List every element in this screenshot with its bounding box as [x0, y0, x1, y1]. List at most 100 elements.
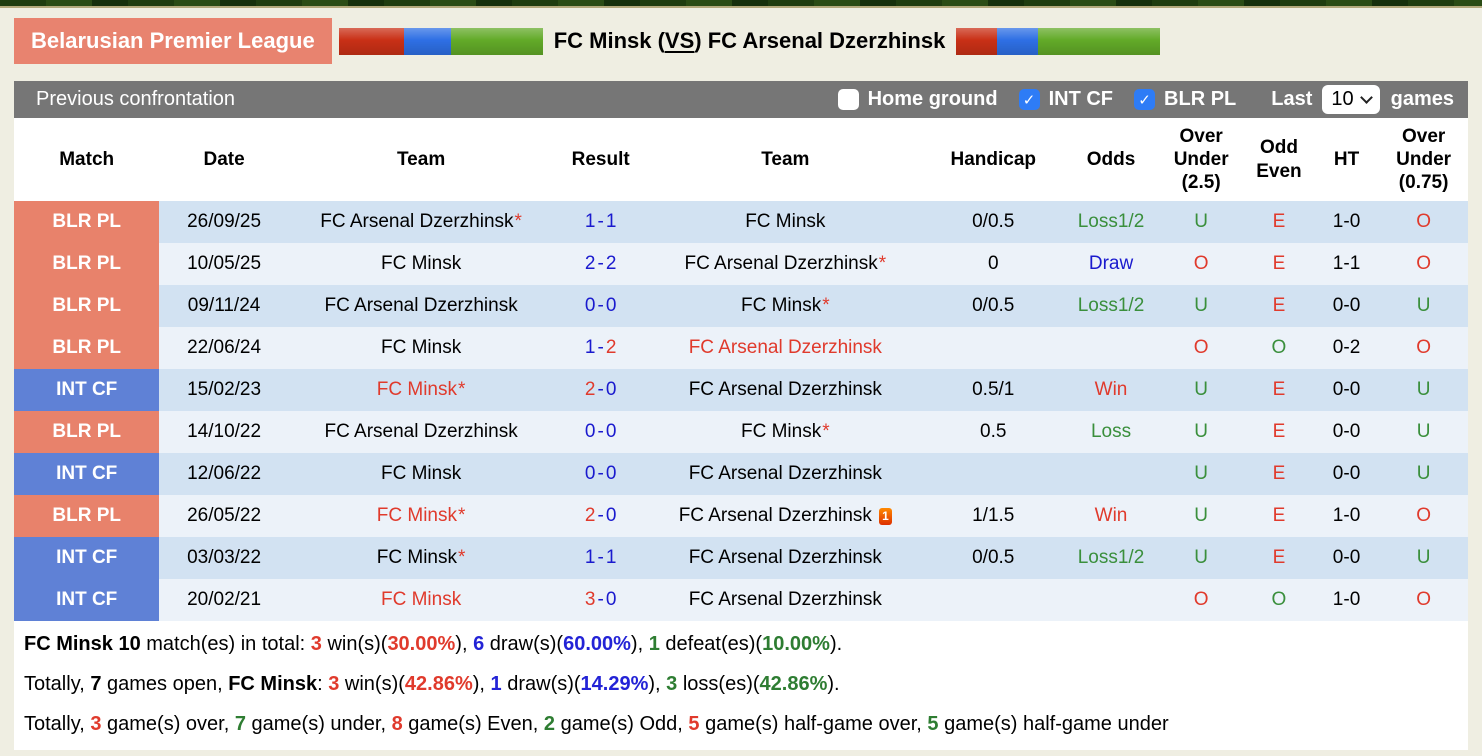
section-title: Previous confrontation — [36, 88, 236, 110]
score-home: 0 — [584, 295, 596, 316]
over-under-25-cell: O — [1158, 579, 1245, 621]
table-row: INT CF 03/03/22 FC Minsk* 1-1 FC Arsenal Dze… — [14, 537, 1468, 579]
summary-segment: games open, — [101, 673, 229, 695]
home-team-cell: FC Minsk — [288, 243, 554, 285]
score-home: 0 — [584, 463, 596, 484]
filter-checkbox-label: BLR PL — [1164, 88, 1237, 110]
summary-segment: 3 — [90, 713, 102, 735]
result-cell: 0-0 — [553, 285, 648, 327]
score-separator: - — [597, 337, 604, 358]
filter-checkbox-int-cf[interactable]: ✓ INT CF — [1018, 88, 1113, 111]
form-bar-segment — [450, 27, 543, 55]
summary-segment: 30.00% — [387, 633, 456, 655]
league-cell: INT CF — [14, 579, 160, 621]
form-bar-segment — [338, 27, 404, 55]
home-advantage-star: * — [878, 253, 887, 274]
score-home: 2 — [584, 379, 596, 400]
handicap-cell — [922, 579, 1064, 621]
over-under-25-cell: U — [1158, 453, 1245, 495]
score-away: 0 — [605, 505, 617, 526]
summary-segment: defeat(es)( — [659, 633, 763, 655]
filter-checkbox-home-ground[interactable]: Home ground — [837, 88, 998, 111]
checkbox-checked-icon[interactable]: ✓ — [1134, 89, 1156, 110]
summary-segment: match(es) in total: — [140, 633, 311, 655]
summary-segment: ), — [648, 673, 667, 695]
odd-even-cell: E — [1244, 285, 1314, 327]
handicap-cell — [922, 327, 1064, 369]
summary-segment: FC Minsk 10 — [24, 633, 141, 655]
date-cell: 03/03/22 — [159, 537, 289, 579]
over-under-25-cell: U — [1158, 411, 1245, 453]
ht-cell: 0-0 — [1313, 537, 1380, 579]
handicap-cell — [922, 453, 1064, 495]
league-cell: BLR PL — [14, 285, 160, 327]
away-team-cell: FC Arsenal Dzerzhinsk — [647, 327, 923, 369]
over-under-075-cell: U — [1379, 453, 1468, 495]
date-cell: 26/05/22 — [159, 495, 289, 537]
home-team-cell: FC Minsk — [288, 327, 554, 369]
odd-even-cell: E — [1244, 411, 1314, 453]
odd-even-cell: E — [1244, 495, 1314, 537]
team-name: FC Arsenal Dzerzhinsk — [688, 463, 882, 484]
score-away: 0 — [605, 589, 617, 610]
summary-segment: 42.86% — [759, 673, 828, 695]
table-header-row: Match Date Team Result Team Handicap Odds Over … — [14, 118, 1468, 201]
column-header-ht: HT — [1333, 148, 1360, 170]
away-team-cell: FC Minsk* — [647, 285, 923, 327]
score-separator: - — [597, 421, 604, 442]
over-under-25-cell: O — [1158, 327, 1245, 369]
form-bar-2 — [956, 27, 1161, 55]
handicap-cell: 0/0.5 — [922, 201, 1064, 243]
result-cell: 2-0 — [553, 495, 648, 537]
home-team-cell: FC Minsk* — [288, 495, 554, 537]
home-team-cell: FC Minsk* — [288, 369, 554, 411]
checkbox-unchecked-icon[interactable] — [837, 89, 859, 110]
odds-cell: Loss1/2 — [1063, 201, 1159, 243]
over-under-075-cell: U — [1379, 369, 1468, 411]
last-games-select[interactable]: 10 — [1322, 85, 1380, 114]
score-separator: - — [597, 589, 604, 610]
league-cell: BLR PL — [14, 495, 160, 537]
summary-segment: draw(s)( — [484, 633, 564, 655]
odds-cell: Draw — [1063, 243, 1159, 285]
ht-cell: 1-0 — [1313, 201, 1380, 243]
column-header-team: Team — [761, 148, 810, 170]
home-team-cell: FC Arsenal Dzerzhinsk* — [288, 201, 554, 243]
team-name: FC Minsk — [376, 547, 458, 568]
team-name: FC Minsk — [741, 421, 822, 442]
filter-checkbox-blr-pl[interactable]: ✓ BLR PL — [1134, 88, 1236, 111]
odds-cell: Loss1/2 — [1063, 285, 1159, 327]
handicap-cell: 0.5 — [922, 411, 1064, 453]
ht-cell: 0-0 — [1313, 453, 1380, 495]
summary-segment: game(s) over, — [101, 713, 235, 735]
column-header-result: Result — [571, 148, 630, 170]
odd-even-cell: E — [1244, 201, 1314, 243]
summary-segment: 14.29% — [580, 673, 649, 695]
summary-line: Totally, 3 game(s) over, 7 game(s) under… — [24, 704, 1468, 744]
column-header-over-under-0-75: Over Under (0.75) — [1396, 125, 1452, 194]
summary-line: Totally, 7 games open, FC Minsk: 3 win(s… — [24, 664, 1468, 704]
date-cell: 15/02/23 — [159, 369, 289, 411]
summary-segment: 2 — [543, 713, 556, 735]
column-header-odds: Odds — [1086, 148, 1136, 170]
home-team-cell: FC Arsenal Dzerzhinsk — [288, 285, 554, 327]
handicap-cell: 0.5/1 — [922, 369, 1064, 411]
score-separator: - — [597, 379, 604, 400]
summary-segment: loss(es)( — [677, 673, 760, 695]
summary-segment: 3 — [328, 673, 340, 695]
odd-even-cell: E — [1244, 369, 1314, 411]
result-cell: 2-0 — [553, 369, 648, 411]
summary-segment: 7 — [90, 673, 102, 695]
odds-cell: Win — [1063, 369, 1159, 411]
checkbox-checked-icon[interactable]: ✓ — [1018, 89, 1040, 110]
summary-segment: ). — [827, 673, 840, 695]
summary-segment: 60.00% — [563, 633, 631, 655]
team-name: FC Arsenal Dzerzhinsk — [678, 505, 872, 526]
team-name: FC Minsk — [376, 379, 458, 400]
form-bar-segment — [1037, 27, 1161, 55]
over-under-25-cell: U — [1158, 285, 1245, 327]
form-bar-segment — [956, 27, 998, 55]
match-title: FC Minsk (VS) FC Arsenal Dzerzhinsk — [550, 28, 950, 54]
summary-segment: ), — [472, 673, 491, 695]
chevron-down-icon — [1359, 90, 1373, 104]
